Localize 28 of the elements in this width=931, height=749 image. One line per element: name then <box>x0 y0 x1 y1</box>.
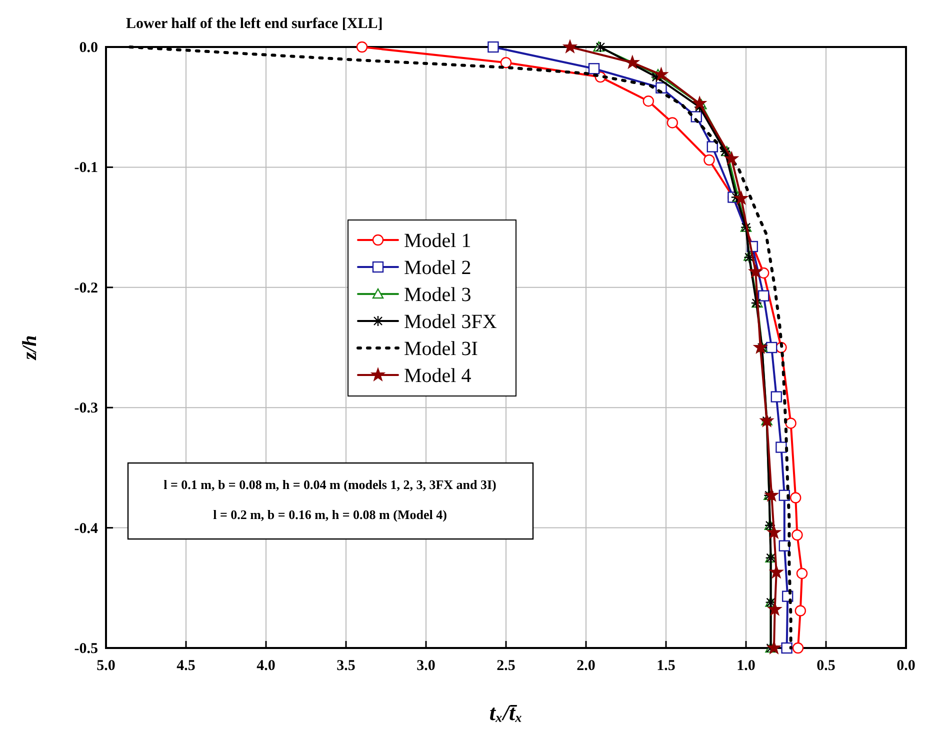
legend-label: Model 3I <box>404 338 478 360</box>
x-tick-label: 4.0 <box>256 658 276 674</box>
chart-title: Lower half of the left end surface [XLL] <box>126 16 383 32</box>
x-tick-label: 2.0 <box>576 658 596 674</box>
legend-label: Model 2 <box>404 257 472 279</box>
x-axis-title: tₓ/t̄ₓ <box>489 700 523 725</box>
y-tick-label: -0.4 <box>74 520 98 537</box>
y-tick-label: -0.1 <box>74 160 98 176</box>
x-tick-label: 1.5 <box>656 658 676 674</box>
legend-label: Model 3 <box>404 284 472 306</box>
y-tick-label: -0.2 <box>74 280 98 296</box>
x-tick-label: 0.0 <box>896 658 916 674</box>
x-tick-label: 3.5 <box>336 658 356 674</box>
x-tick-label: 4.5 <box>176 658 196 674</box>
y-tick-label: 0.0 <box>79 40 98 56</box>
annotation: l = 0.1 m, b = 0.08 m, h = 0.04 m (models 1, 2, 3, 3FX and 3I) <box>164 477 496 492</box>
legend-label: Model 1 <box>404 230 472 252</box>
x-tick-label: 2.5 <box>496 658 516 674</box>
x-tick-label: 1.0 <box>736 658 756 674</box>
legend-label: Model 3FX <box>404 311 498 333</box>
y-tick-label: -0.5 <box>74 641 98 657</box>
x-tick-label: 5.0 <box>96 658 116 674</box>
y-tick-label: -0.3 <box>74 400 98 417</box>
y-axis-title: z/h <box>19 335 41 361</box>
x-tick-label: 0.5 <box>816 658 836 674</box>
x-tick-label: 3.0 <box>416 658 436 674</box>
legend-label: Model 4 <box>404 365 472 387</box>
annotation: l = 0.2 m, b = 0.16 m, h = 0.08 m (Model 4) <box>213 507 447 522</box>
